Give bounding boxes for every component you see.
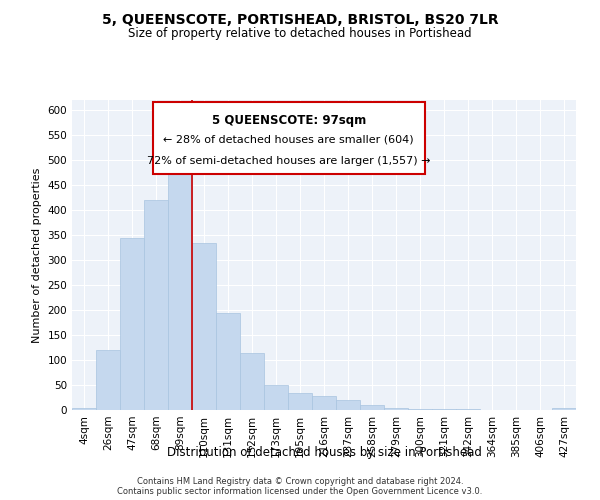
Bar — [144, 200, 168, 410]
Text: Contains HM Land Registry data © Crown copyright and database right 2024.: Contains HM Land Registry data © Crown c… — [137, 476, 463, 486]
Text: ← 28% of detached houses are smaller (604): ← 28% of detached houses are smaller (60… — [163, 135, 414, 145]
Bar — [336, 400, 360, 410]
Bar — [264, 385, 288, 410]
Text: 5 QUEENSCOTE: 97sqm: 5 QUEENSCOTE: 97sqm — [212, 114, 366, 127]
Bar — [360, 405, 384, 410]
Bar — [552, 408, 576, 410]
Bar — [456, 409, 480, 410]
Bar — [408, 408, 432, 410]
Text: Contains public sector information licensed under the Open Government Licence v3: Contains public sector information licen… — [118, 486, 482, 496]
Bar — [168, 165, 192, 410]
Text: 72% of semi-detached houses are larger (1,557) →: 72% of semi-detached houses are larger (… — [147, 156, 430, 166]
Bar — [384, 408, 408, 410]
Text: Distribution of detached houses by size in Portishead: Distribution of detached houses by size … — [167, 446, 481, 459]
Y-axis label: Number of detached properties: Number of detached properties — [32, 168, 42, 342]
Bar — [192, 242, 216, 410]
Bar — [312, 396, 336, 410]
Bar — [72, 408, 96, 410]
Bar — [288, 392, 312, 410]
Text: Size of property relative to detached houses in Portishead: Size of property relative to detached ho… — [128, 28, 472, 40]
Text: 5, QUEENSCOTE, PORTISHEAD, BRISTOL, BS20 7LR: 5, QUEENSCOTE, PORTISHEAD, BRISTOL, BS20… — [101, 12, 499, 26]
Bar — [96, 350, 120, 410]
FancyBboxPatch shape — [152, 102, 425, 174]
Bar — [240, 352, 264, 410]
Bar — [432, 409, 456, 410]
Bar — [216, 312, 240, 410]
Bar — [120, 238, 144, 410]
